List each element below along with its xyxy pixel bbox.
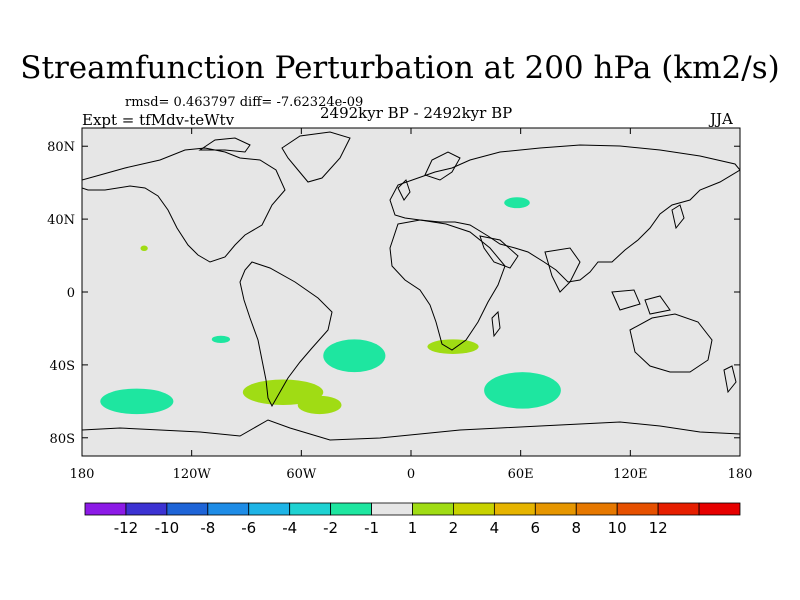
colorbar-label-9: 2 [449, 519, 459, 537]
colorbar-label-6: -2 [323, 519, 338, 537]
anomaly-region-8 [484, 372, 561, 409]
anomaly-region-5 [242, 379, 324, 405]
experiment-label: Expt = tfMdv-teWtv [82, 111, 235, 129]
y-tick-label-2: 40N [47, 213, 75, 228]
anomaly-region-3 [211, 335, 231, 344]
x-tick-label-3: 60W [286, 467, 317, 482]
x-tick-label-2: 120W [173, 467, 212, 482]
colorbar-label-2: -10 [155, 519, 180, 537]
colorbar-label-4: -6 [241, 519, 256, 537]
anomaly-region-2 [140, 245, 148, 251]
map-background [82, 128, 740, 456]
colorbar-swatch-16 [698, 502, 741, 516]
season-label: JJA [710, 110, 733, 128]
axes: 180 120W 60W 0 60E 120E 180 80N 40N 0 40S 80S [47, 128, 752, 482]
period-label: 2492kyr BP - 2492kyr BP [320, 104, 513, 122]
colorbar-swatch-9 [412, 502, 454, 516]
x-tick-label-6: 120E [613, 467, 647, 482]
colorbar-swatch-13 [575, 502, 618, 516]
y-tick-label-5: 80S [50, 432, 75, 447]
anomaly-region-6 [297, 395, 342, 415]
colorbar-swatch-7 [330, 502, 372, 516]
colorbar-swatch-14 [616, 502, 659, 516]
colorbar-label-3: -8 [200, 519, 215, 537]
x-tick-label-5: 60E [508, 467, 534, 482]
x-tick-label-7: 180 [728, 467, 753, 482]
colorbar-swatch-11 [493, 502, 536, 516]
chart-title: Streamfunction Perturbation at 200 hPa (… [20, 50, 780, 86]
colorbar-label-12: 8 [571, 519, 581, 537]
colorbar-swatch-10 [453, 502, 495, 516]
colorbar-label-5: -4 [282, 519, 297, 537]
colorbar-label-10: 4 [490, 519, 500, 537]
colorbar-swatch-6 [289, 502, 332, 516]
anomaly-region-7 [427, 339, 479, 354]
colorbar-label-1: -12 [114, 519, 139, 537]
stats-label: rmsd= 0.463797 diff= -7.62324e-09 [125, 95, 364, 110]
colorbar: -12 -10 -8 -6 -4 -2 -1 1 2 4 6 8 10 12 [84, 502, 741, 537]
colorbar-swatch-1 [84, 502, 127, 516]
y-tick-label-1: 80N [47, 140, 75, 155]
colorbar-label-13: 10 [608, 519, 627, 537]
anomaly-region-9 [504, 197, 530, 209]
y-tick-label-4: 40S [50, 359, 75, 374]
colorbar-swatch-4 [207, 502, 250, 516]
y-tick-label-3: 0 [67, 286, 75, 301]
colorbar-label-11: 6 [531, 519, 541, 537]
coastlines [82, 131, 740, 441]
colorbar-swatch-3 [166, 502, 209, 516]
x-tick-label-4: 0 [407, 467, 415, 482]
colorbar-swatch-2 [125, 502, 168, 516]
colorbar-swatch-12 [534, 502, 577, 516]
x-tick-label-1: 180 [70, 467, 95, 482]
colorbar-swatch-5 [248, 502, 291, 516]
colorbar-swatch-15 [657, 502, 700, 516]
colorbar-swatch-8 [371, 502, 413, 516]
colorbar-label-8: 1 [408, 519, 418, 537]
colorbar-label-7: -1 [364, 519, 379, 537]
anomaly-region-4 [323, 339, 386, 373]
colorbar-label-14: 12 [649, 519, 668, 537]
anomaly-region-1 [100, 388, 174, 415]
anomaly-layer [100, 197, 561, 415]
